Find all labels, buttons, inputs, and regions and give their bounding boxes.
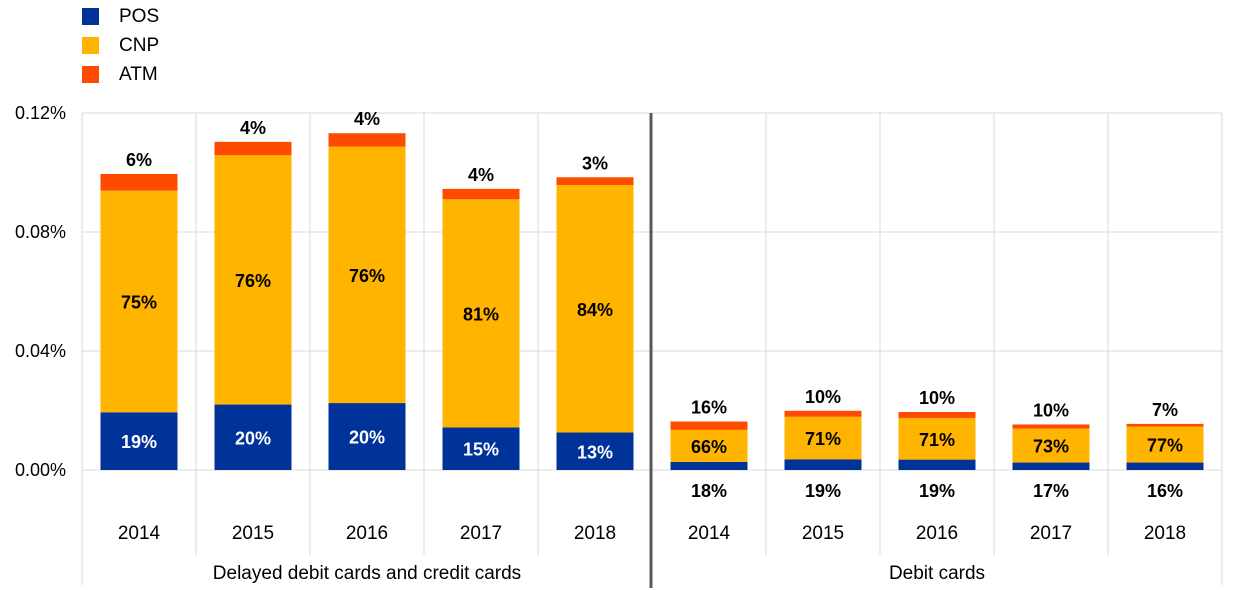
legend-label-pos: POS [119, 5, 160, 27]
bar-segment-cnp [1012, 428, 1090, 463]
bar-segment-atm [100, 173, 178, 191]
data-label-atm: 10% [919, 388, 955, 408]
x-tick-label: 2017 [1030, 523, 1072, 544]
bar-segment-pos [670, 461, 748, 470]
data-label-atm: 10% [1033, 400, 1069, 420]
bar-segment-atm [556, 177, 634, 185]
data-label-pos: 20% [235, 428, 271, 448]
bar-segment-atm [214, 141, 292, 156]
data-label-atm: 7% [1152, 400, 1178, 420]
x-tick-label: 2018 [574, 523, 616, 544]
data-label-cnp: 76% [235, 271, 271, 291]
bar-segment-cnp [898, 417, 976, 460]
legend-item-atm: ATM [82, 60, 159, 89]
data-label-pos: 20% [349, 428, 385, 448]
data-label-pos: 17% [1033, 481, 1069, 501]
bar-segment-cnp [214, 155, 292, 405]
data-label-pos: 13% [577, 442, 613, 462]
legend-label-atm: ATM [119, 63, 158, 85]
data-label-atm: 4% [240, 118, 266, 138]
bar-segment-cnp [556, 184, 634, 433]
legend-swatch-atm [82, 66, 99, 83]
data-label-atm: 6% [126, 150, 152, 170]
bar-segment-cnp [784, 416, 862, 460]
group-label: Debit cards [889, 563, 985, 584]
data-label-atm: 3% [582, 153, 608, 173]
x-tick-label: 2016 [346, 523, 388, 544]
data-label-pos: 16% [1147, 481, 1183, 501]
data-label-atm: 10% [805, 387, 841, 407]
y-tick-label: 0.12% [15, 103, 66, 123]
bar-segment-cnp [442, 199, 520, 428]
data-label-cnp: 71% [919, 430, 955, 450]
bar-segment-pos [100, 412, 178, 470]
y-tick-label: 0.00% [15, 460, 66, 480]
bar-segment-pos [898, 459, 976, 470]
bar-segment-pos [328, 403, 406, 470]
x-tick-label: 2017 [460, 523, 502, 544]
legend: POS CNP ATM [82, 2, 159, 89]
bar-segment-atm [1012, 424, 1090, 429]
bar-segment-pos [214, 404, 292, 470]
bar-segment-pos [1012, 462, 1090, 470]
x-tick-label: 2015 [802, 523, 844, 544]
data-label-cnp: 75% [121, 292, 157, 312]
x-tick-label: 2014 [688, 523, 731, 544]
legend-swatch-pos [82, 8, 99, 25]
data-label-cnp: 84% [577, 300, 613, 320]
bar-segment-atm [898, 411, 976, 418]
data-label-cnp: 81% [463, 304, 499, 324]
data-label-pos: 19% [805, 481, 841, 501]
data-label-pos: 18% [691, 481, 727, 501]
data-label-cnp: 66% [691, 437, 727, 457]
bar-segment-atm [328, 133, 406, 147]
data-label-pos: 15% [463, 440, 499, 460]
group-label: Delayed debit cards and credit cards [213, 563, 521, 584]
bar-segment-atm [442, 188, 520, 200]
data-label-cnp: 77% [1147, 436, 1183, 456]
bar-segment-atm [1126, 423, 1204, 427]
data-label-cnp: 76% [349, 266, 385, 286]
x-tick-label: 2014 [118, 523, 161, 544]
data-label-atm: 4% [354, 109, 380, 129]
bar-segment-cnp [328, 146, 406, 404]
legend-label-cnp: CNP [119, 34, 160, 56]
data-label-cnp: 71% [805, 429, 841, 449]
bar-segment-pos [1126, 462, 1204, 470]
y-tick-label: 0.04% [15, 341, 66, 361]
bar-segment-atm [784, 410, 862, 417]
legend-swatch-cnp [82, 37, 99, 54]
bar-segment-pos [556, 432, 634, 470]
bar-segment-cnp [670, 429, 748, 462]
bar-segment-cnp [1126, 426, 1204, 463]
legend-item-pos: POS [82, 2, 159, 31]
bar-segment-pos [442, 427, 520, 470]
bar-segment-atm [670, 421, 748, 430]
data-label-atm: 16% [691, 398, 727, 418]
bar-segment-pos [784, 459, 862, 470]
data-label-pos: 19% [919, 481, 955, 501]
data-label-pos: 19% [121, 432, 157, 452]
x-tick-label: 2015 [232, 523, 274, 544]
y-tick-label: 0.08% [15, 222, 66, 242]
data-label-cnp: 73% [1033, 437, 1069, 457]
bar-segment-cnp [100, 190, 178, 413]
x-tick-label: 2018 [1144, 523, 1186, 544]
x-tick-label: 2016 [916, 523, 958, 544]
legend-item-cnp: CNP [82, 31, 159, 60]
data-label-atm: 4% [468, 165, 494, 185]
